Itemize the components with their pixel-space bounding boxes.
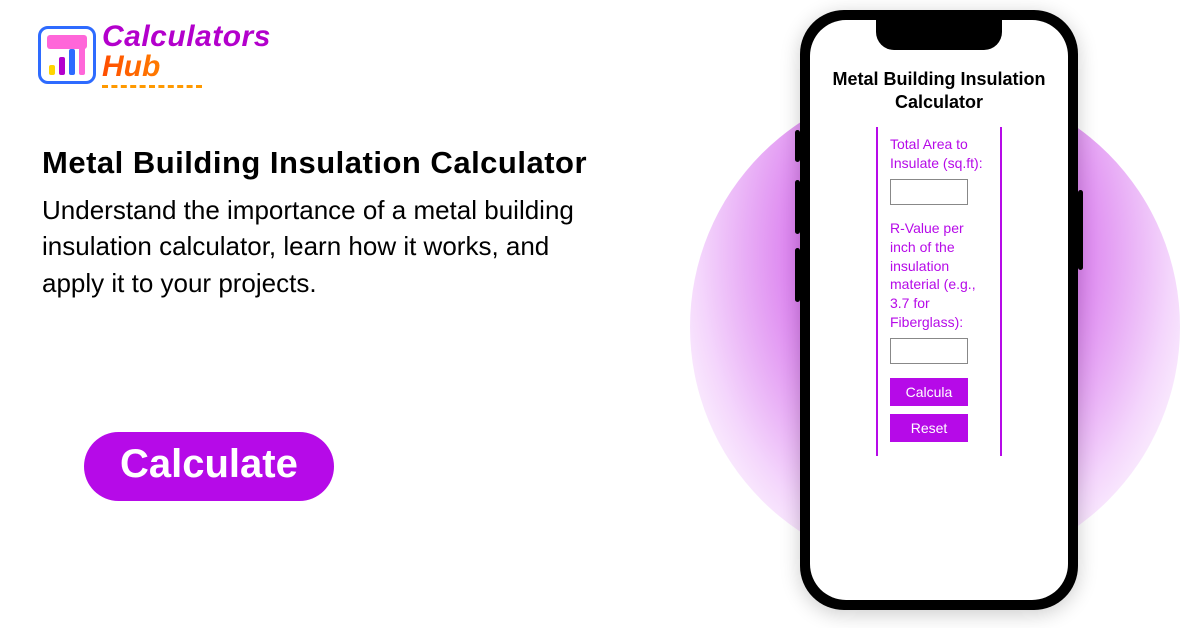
logo-line-1: Calculators [102, 22, 271, 52]
form-calculate-button[interactable]: Calcula [890, 378, 968, 406]
logo-mark-icon [38, 26, 96, 84]
calculator-form: Total Area to Insulate (sq.ft): R-Value … [876, 127, 1002, 456]
logo-underline-icon [102, 84, 202, 88]
rvalue-input[interactable] [890, 338, 968, 364]
phone-side-button-icon [1078, 190, 1083, 270]
phone-mockup: Metal Building Insulation Calculator Tot… [800, 10, 1078, 610]
calculate-button[interactable]: Calculate [84, 432, 334, 501]
phone-side-button-icon [795, 130, 800, 162]
phone-side-button-icon [795, 180, 800, 234]
logo-line-2: Hub [102, 52, 271, 82]
page-subtext: Understand the importance of a metal bui… [42, 192, 602, 301]
field-label-area: Total Area to Insulate (sq.ft): [890, 135, 988, 173]
field-label-rvalue: R-Value per inch of the insulation mater… [890, 219, 988, 332]
logo-text: Calculators Hub [102, 22, 271, 88]
page-title: Metal Building Insulation Calculator [42, 142, 602, 184]
calculator-title: Metal Building Insulation Calculator [830, 68, 1048, 113]
logo: Calculators Hub [38, 22, 271, 88]
phone-screen: Metal Building Insulation Calculator Tot… [810, 20, 1068, 600]
headline-block: Metal Building Insulation Calculator Und… [42, 142, 602, 301]
phone-notch-icon [876, 20, 1002, 50]
phone-side-button-icon [795, 248, 800, 302]
area-input[interactable] [890, 179, 968, 205]
form-reset-button[interactable]: Reset [890, 414, 968, 442]
